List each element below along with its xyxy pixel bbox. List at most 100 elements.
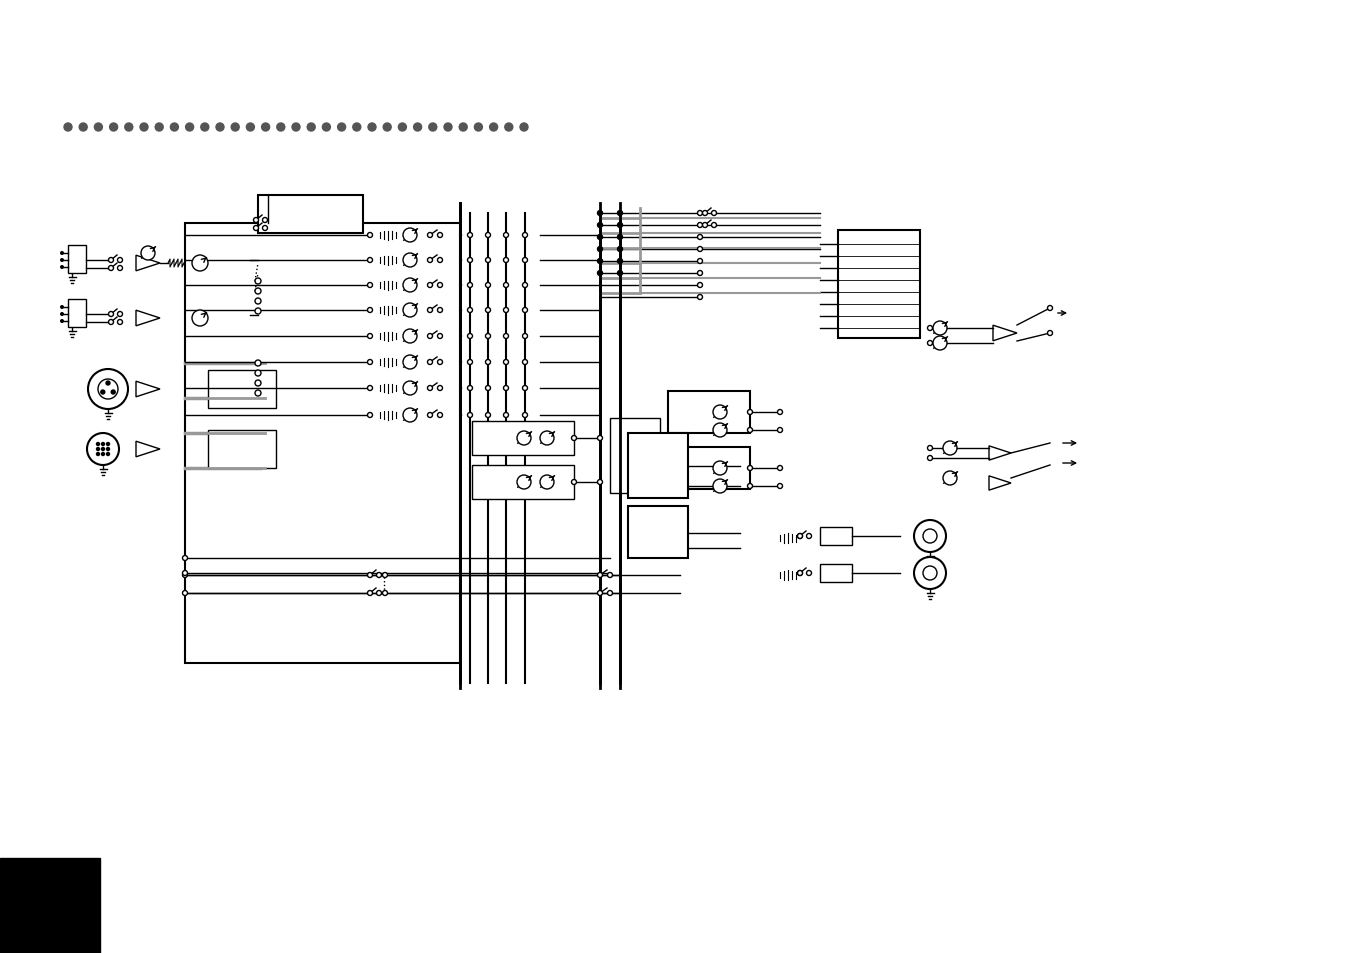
Circle shape [256,371,261,376]
Circle shape [403,229,416,243]
Circle shape [192,255,208,272]
Circle shape [1048,331,1052,336]
Circle shape [698,223,703,229]
Circle shape [403,304,416,317]
Bar [185,224,460,663]
Circle shape [618,247,622,253]
Bar [821,527,852,545]
Circle shape [748,428,753,433]
Circle shape [460,124,468,132]
Circle shape [504,124,512,132]
Circle shape [59,252,64,255]
Circle shape [503,335,508,339]
Circle shape [713,479,727,494]
Circle shape [108,320,114,325]
Circle shape [485,335,491,339]
Circle shape [383,124,391,132]
Bar [68,246,87,274]
Circle shape [522,335,527,339]
Circle shape [438,386,442,391]
Circle shape [376,591,381,596]
Circle shape [927,456,933,461]
Circle shape [403,409,416,422]
Circle shape [598,223,603,229]
Circle shape [403,278,416,293]
Circle shape [414,124,422,132]
Circle shape [438,335,442,339]
Circle shape [698,295,703,300]
Circle shape [703,212,707,216]
Circle shape [618,223,622,229]
Circle shape [598,573,603,578]
Circle shape [88,370,128,410]
Circle shape [427,308,433,314]
Bar [68,299,87,328]
Circle shape [107,443,110,446]
Circle shape [427,258,433,263]
Circle shape [927,341,933,346]
Circle shape [256,309,261,314]
Circle shape [607,591,612,596]
Circle shape [110,124,118,132]
Circle shape [256,289,261,294]
Circle shape [118,258,123,263]
Bar [208,431,276,469]
Circle shape [427,283,433,288]
Circle shape [777,428,783,433]
Circle shape [368,233,373,238]
Circle shape [539,432,554,446]
Circle shape [427,233,433,238]
Circle shape [942,472,957,485]
Circle shape [698,247,703,253]
Circle shape [468,308,472,314]
Circle shape [368,308,373,314]
Circle shape [468,233,472,238]
Circle shape [933,322,946,335]
Circle shape [598,272,603,276]
Circle shape [522,308,527,314]
Circle shape [108,258,114,263]
Circle shape [80,124,87,132]
Circle shape [607,573,612,578]
Circle shape [141,247,155,261]
Circle shape [376,573,381,578]
Circle shape [353,124,361,132]
Circle shape [598,235,603,240]
Bar [627,506,688,558]
Circle shape [231,124,239,132]
Circle shape [933,336,946,351]
Circle shape [468,258,472,263]
Circle shape [438,283,442,288]
Circle shape [485,258,491,263]
Circle shape [485,360,491,365]
Circle shape [368,258,373,263]
Circle shape [713,423,727,437]
Circle shape [185,124,193,132]
Circle shape [101,448,104,451]
Circle shape [107,453,110,456]
Circle shape [923,530,937,543]
Circle shape [516,432,531,446]
Circle shape [170,124,178,132]
Circle shape [503,413,508,418]
Circle shape [124,124,132,132]
Circle shape [101,443,104,446]
Circle shape [711,212,717,216]
Circle shape [368,283,373,288]
Circle shape [522,386,527,391]
Bar [838,231,919,338]
Circle shape [403,381,416,395]
Bar [472,465,575,499]
Bar [668,392,750,434]
Circle shape [118,266,123,272]
Circle shape [703,223,707,229]
Circle shape [748,466,753,471]
Circle shape [254,226,258,232]
Circle shape [59,258,64,263]
Circle shape [572,436,576,441]
Circle shape [438,360,442,365]
Circle shape [522,233,527,238]
Circle shape [438,233,442,238]
Circle shape [618,272,622,276]
Circle shape [698,212,703,216]
